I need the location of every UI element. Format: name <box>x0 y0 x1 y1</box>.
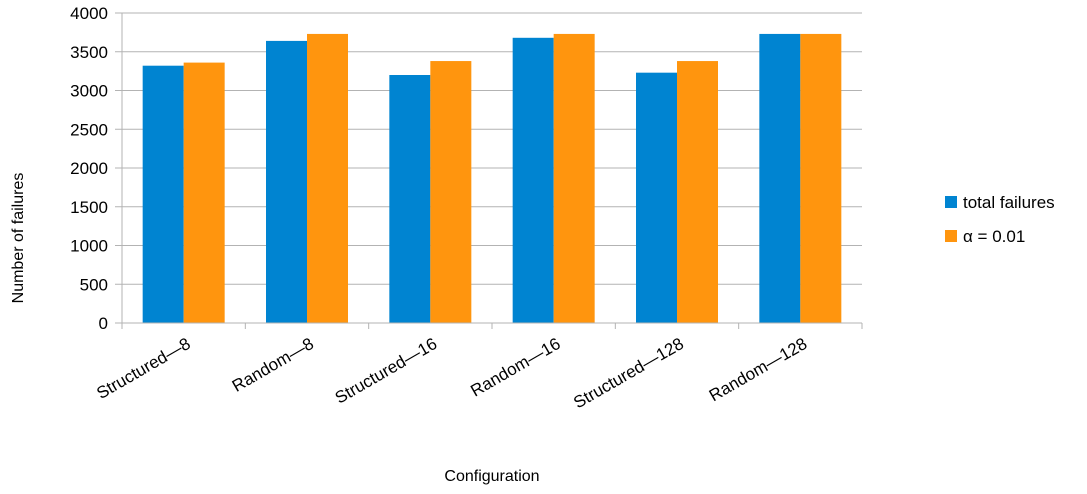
x-tick-label: Structured—8 <box>93 334 193 403</box>
y-tick-label: 2500 <box>70 120 108 139</box>
bar-alpha <box>430 61 472 324</box>
bar-total-failures <box>636 72 677 323</box>
legend-swatch <box>945 196 957 208</box>
x-tick-label: Random—16 <box>467 334 563 401</box>
y-axis-title: Number of failures <box>10 173 27 304</box>
y-tick-label: 500 <box>80 275 108 294</box>
y-tick-labels: 0 500 1000 1500 2000 2500 3000 3500 4000 <box>70 4 108 333</box>
x-tick-labels: Structured—8 Random—8 Structured—16 Random—… <box>93 334 810 412</box>
bar-total-failures <box>389 75 431 323</box>
x-tick-label: Structured—128 <box>570 334 687 412</box>
gridlines <box>122 12 862 324</box>
x-tick-label: Random—128 <box>706 334 810 405</box>
y-tick-label: 4000 <box>70 4 108 23</box>
bar-alpha <box>553 33 595 324</box>
y-tick-label: 1000 <box>70 237 108 256</box>
y-tick-label: 1500 <box>70 198 108 217</box>
legend-swatch <box>945 230 957 242</box>
bar-total-failures <box>142 65 184 323</box>
y-tick-label: 0 <box>99 314 108 333</box>
bar-alpha <box>677 61 718 324</box>
legend-label: total failures <box>963 193 1055 212</box>
bar-total-failures <box>266 40 307 324</box>
x-tick-label: Random—8 <box>229 334 317 396</box>
bar-total-failures <box>759 33 801 324</box>
bar-alpha <box>183 62 225 323</box>
legend-label: α = 0.01 <box>963 227 1025 246</box>
bar-total-failures <box>512 37 554 324</box>
bar-alpha <box>307 33 348 324</box>
x-tick-label: Structured—16 <box>332 334 441 408</box>
y-tick-label: 3500 <box>70 43 108 62</box>
y-tick-label: 3000 <box>70 82 108 101</box>
bars <box>142 33 842 324</box>
bar-alpha <box>800 33 842 324</box>
y-tick-label: 2000 <box>70 159 108 178</box>
legend: total failures α = 0.01 <box>945 193 1055 246</box>
axes <box>115 12 863 329</box>
x-axis-title: Configuration <box>444 468 539 485</box>
